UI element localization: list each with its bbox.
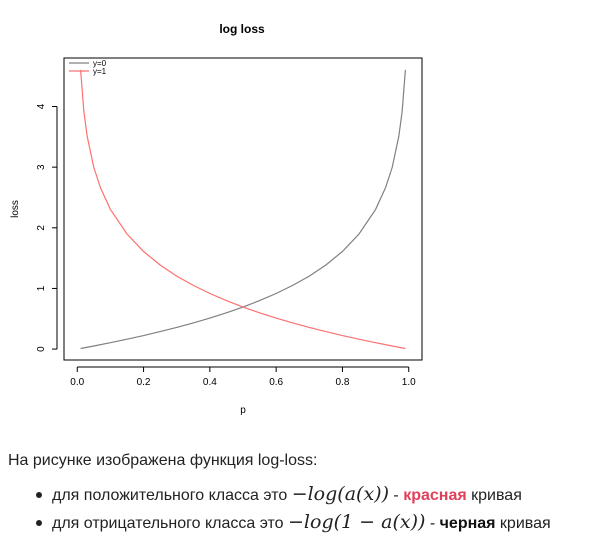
x-tick-label: 0.2 (137, 377, 151, 388)
bullet2-colored-word: черная (439, 515, 496, 532)
y-tick-label: 3 (36, 164, 47, 170)
y-tick-label: 2 (36, 225, 47, 231)
bullet2-suffix: кривая (495, 515, 551, 532)
legend: y=0y=1 (69, 59, 107, 76)
x-tick-label: 0.0 (70, 377, 84, 388)
series-layer (80, 69, 406, 350)
x-tick-label: 0.8 (335, 377, 349, 388)
y-axis-label: loss (10, 200, 21, 218)
bullet1-sep: - (388, 487, 404, 504)
series-line-y1 (80, 69, 406, 350)
legend-label: y=0 (93, 59, 107, 68)
x-axis-label: p (240, 405, 246, 416)
x-tick-label: 0.4 (203, 377, 217, 388)
y-tick-label: 0 (36, 346, 47, 352)
plot-frame (63, 57, 423, 361)
bullet-negative-class: для отрицательного класса это −log(1 − a… (36, 508, 551, 536)
y-tick-label: 4 (36, 103, 47, 109)
series-line-y0 (80, 69, 406, 350)
bullet-list: для положительного класса это −log(a(x))… (0, 480, 551, 536)
bullet1-formula: −log(a(x)) (291, 483, 389, 505)
legend-label: y=1 (93, 67, 107, 76)
x-axis: 0.0 0.2 0.4 0.6 0.8 1.0 (70, 366, 416, 388)
bullet1-colored-word: красная (403, 487, 467, 504)
log-loss-chart: log loss 0.0 0.2 0.4 0.6 0.8 1.0 0 1 2 3 4 p loss… (10, 22, 423, 416)
bullet1-suffix: кривая (466, 487, 522, 504)
x-tick-label: 0.6 (269, 377, 283, 388)
intro-text: На рисунке изображена функция log-loss: (8, 452, 318, 469)
y-axis: 0 1 2 3 4 (36, 103, 58, 352)
bullet2-sep: - (425, 515, 440, 532)
bullet2-formula: −log(1 − a(x)) (288, 511, 426, 533)
x-tick-label: 1.0 (402, 377, 416, 388)
y-tick-label: 1 (36, 285, 47, 291)
bullet1-prefix: для положительного класса это (52, 487, 292, 504)
bullet-positive-class: для положительного класса это −log(a(x))… (36, 480, 551, 508)
bullet2-prefix: для отрицательного класса это (52, 515, 289, 532)
chart-title: log loss (219, 22, 265, 36)
